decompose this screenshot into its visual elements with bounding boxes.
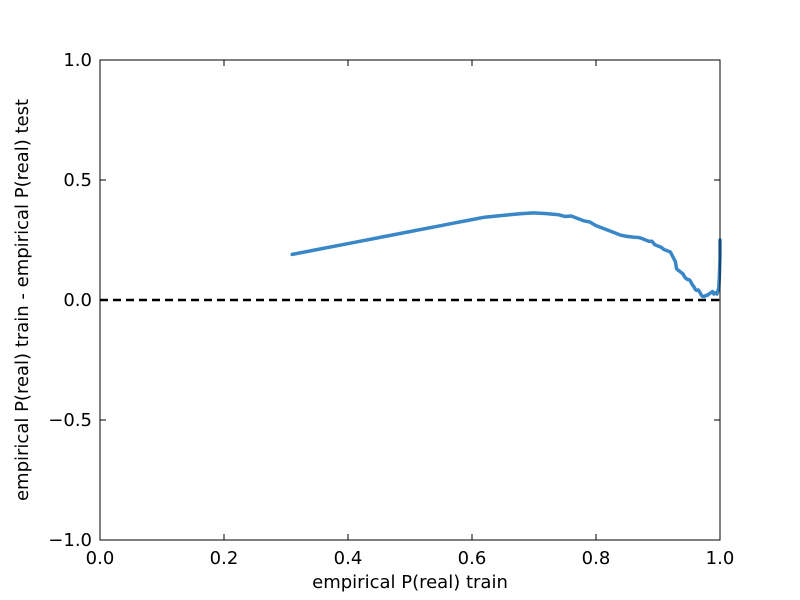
x-tick-label: 0.8 bbox=[582, 548, 611, 569]
x-axis-label: empirical P(real) train bbox=[312, 572, 508, 593]
series-line-0 bbox=[290, 211, 722, 299]
plot-area: 0.0 0.2 0.4 0.6 0.8 1.0 −1.0 −0.5 0.0 0.5 1.0 bbox=[48, 50, 734, 569]
y-axis-label: empirical P(real) train - empirical P(re… bbox=[12, 99, 33, 501]
x-tick-label: 0.6 bbox=[458, 548, 487, 569]
y-tick-label: 0.0 bbox=[63, 290, 92, 311]
plot-frame bbox=[99, 59, 721, 541]
y-axis-ticks: −1.0 −0.5 0.0 0.5 1.0 bbox=[48, 50, 720, 551]
series-group bbox=[290, 211, 722, 299]
x-tick-label: 0.2 bbox=[210, 548, 239, 569]
y-tick-label: 1.0 bbox=[63, 50, 92, 71]
x-tick-label: 0.0 bbox=[86, 548, 115, 569]
x-tick-label: 0.4 bbox=[334, 548, 363, 569]
y-tick-label: −1.0 bbox=[48, 530, 92, 551]
y-tick-label: 0.5 bbox=[63, 170, 92, 191]
x-axis-ticks: 0.0 0.2 0.4 0.6 0.8 1.0 bbox=[86, 60, 735, 569]
y-tick-label: −0.5 bbox=[48, 410, 92, 431]
x-tick-label: 1.0 bbox=[706, 548, 735, 569]
